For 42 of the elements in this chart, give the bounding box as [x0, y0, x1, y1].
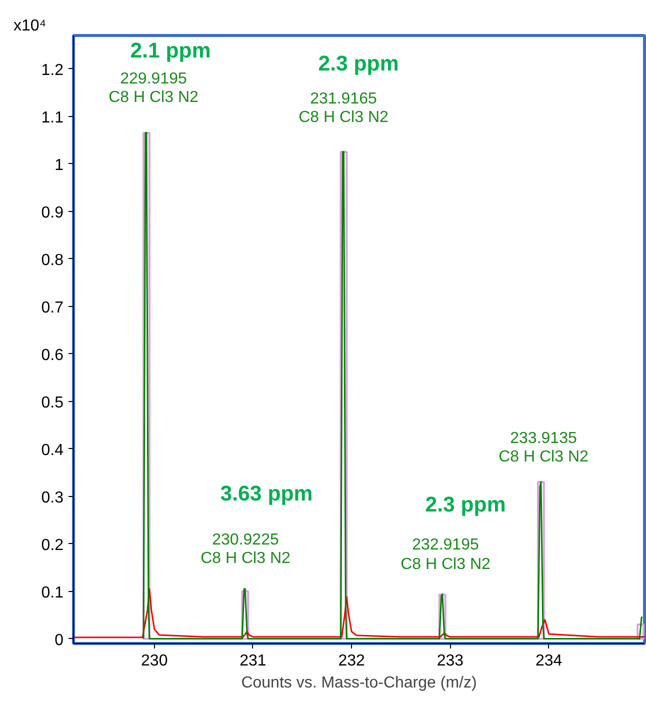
bar — [142, 132, 150, 640]
annotation: 3.63 ppm — [220, 481, 313, 506]
y-tick-label: 0.4 — [41, 442, 64, 459]
annotation: 229.9195 — [120, 70, 187, 88]
annotation: 2.3 ppm — [318, 52, 399, 76]
annotation: 232.9195 — [412, 536, 479, 554]
y-tick-label: 1 — [54, 156, 64, 174]
x-axis-title: Counts vs. Mass-to-Charge (m/z) — [241, 674, 477, 692]
annotation: C8 H Cl3 N2 — [498, 448, 589, 466]
bar — [438, 594, 446, 640]
y-axis-title: x10⁴ — [14, 18, 46, 34]
y-tick-label: 0.2 — [41, 536, 64, 554]
bar — [241, 590, 250, 640]
y-tick-label: 0.9 — [41, 204, 64, 222]
y-tick-label: 1.2 — [41, 62, 64, 79]
annotation: C8 H Cl3 N2 — [108, 89, 199, 106]
bar — [636, 624, 644, 640]
y-tick-label: 0.5 — [41, 394, 64, 412]
line-series — [142, 132, 644, 640]
y-tick-label: 1.1 — [41, 109, 64, 126]
line-series — [74, 588, 644, 638]
y-tick-label: 0 — [54, 632, 64, 649]
y-tick-label: 0.6 — [41, 346, 64, 364]
annotation: C8 H Cl3 N2 — [400, 556, 491, 573]
annotation: 2.3 ppm — [425, 492, 506, 516]
annotation: C8 H Cl3 N2 — [298, 109, 389, 126]
annotation: C8 H Cl3 N2 — [200, 550, 291, 567]
y-tick-label: 0.1 — [41, 584, 64, 602]
x-tick-label: 230 — [141, 652, 168, 670]
annotation: 231.9165 — [310, 90, 377, 108]
x-tick-label: 231 — [240, 652, 266, 670]
x-tick-label: 233 — [436, 652, 464, 670]
y-tick-label: 0.7 — [41, 299, 64, 316]
y-tick-label: 0.3 — [41, 489, 64, 506]
annotation: 230.9225 — [212, 531, 279, 548]
y-tick-label: 0.8 — [41, 252, 64, 269]
bar — [340, 150, 348, 640]
bar — [536, 481, 545, 640]
annotation: 233.9135 — [510, 430, 577, 448]
annotation: 2.1 ppm — [130, 38, 211, 63]
x-tick-label: 232 — [338, 652, 366, 670]
x-tick-label: 234 — [535, 652, 562, 670]
